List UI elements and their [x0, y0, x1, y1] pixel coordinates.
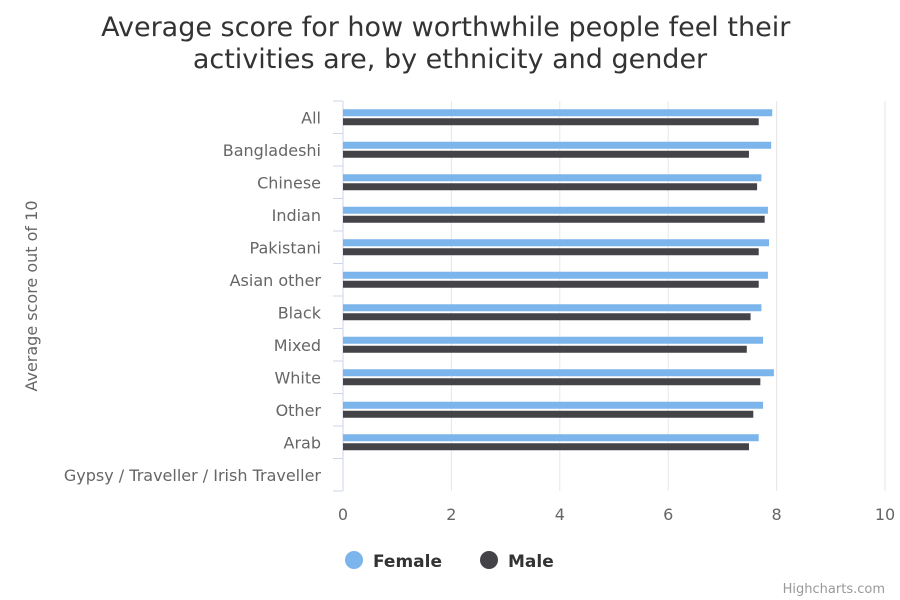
bar-female[interactable] — [343, 369, 774, 377]
bars[interactable] — [343, 109, 774, 451]
bar-female[interactable] — [343, 174, 762, 182]
category-label: Black — [278, 303, 322, 322]
category-label: White — [274, 368, 321, 387]
category-label: Indian — [272, 206, 321, 225]
bar-male[interactable] — [343, 150, 749, 158]
bar-male[interactable] — [343, 410, 754, 418]
bar-female[interactable] — [343, 271, 768, 279]
bar-male[interactable] — [343, 313, 751, 321]
bar-male[interactable] — [343, 443, 749, 451]
bar-female[interactable] — [343, 304, 762, 312]
category-label: Bangladeshi — [223, 141, 321, 160]
bar-male[interactable] — [343, 215, 765, 223]
bar-female[interactable] — [343, 206, 768, 214]
bar-male[interactable] — [343, 345, 747, 353]
legend-item-female[interactable]: Female — [345, 551, 442, 572]
legend-label-male[interactable]: Male — [508, 552, 554, 572]
legend[interactable]: Female Male — [345, 551, 554, 572]
bar-male[interactable] — [343, 183, 758, 191]
chart-title-line-2: activities are, by ethnicity and gender — [193, 44, 708, 75]
category-label: Arab — [284, 433, 321, 452]
category-label: Gypsy / Traveller / Irish Traveller — [64, 466, 322, 485]
bar-male[interactable] — [343, 378, 761, 386]
value-tick-label: 2 — [446, 505, 456, 524]
bar-female[interactable] — [343, 239, 770, 247]
credits-link[interactable]: Highcharts.com — [783, 582, 885, 597]
legend-item-male[interactable]: Male — [480, 551, 554, 572]
category-label: Mixed — [274, 336, 321, 355]
category-labels: All Bangladeshi Chinese Indian Pakistani Asia… — [64, 108, 322, 485]
bar-female[interactable] — [343, 141, 772, 149]
legend-symbol-male — [480, 551, 498, 569]
value-tick-label: 8 — [772, 505, 782, 524]
bar-male[interactable] — [343, 248, 759, 256]
category-label: Chinese — [257, 173, 321, 192]
bar-male[interactable] — [343, 118, 759, 126]
bar-female[interactable] — [343, 336, 764, 344]
legend-label-female[interactable]: Female — [373, 552, 442, 572]
gridlines — [450, 101, 886, 491]
chart-title-line-1: Average score for how worthwhile people … — [101, 12, 791, 43]
value-tick-label: 0 — [338, 505, 348, 524]
value-tick-label: 4 — [555, 505, 565, 524]
bar-male[interactable] — [343, 280, 759, 288]
value-axis-labels: 0 2 4 6 8 10 — [338, 505, 895, 524]
value-tick-label: 6 — [663, 505, 673, 524]
bar-female[interactable] — [343, 434, 759, 442]
bar-female[interactable] — [343, 109, 773, 117]
y-axis-title: Average score out of 10 — [22, 200, 41, 391]
legend-symbol-female — [345, 551, 363, 569]
category-label: Pakistani — [250, 238, 321, 257]
bar-female[interactable] — [343, 401, 764, 409]
value-tick-label: 10 — [875, 505, 895, 524]
category-axis — [333, 100, 344, 492]
category-label: All — [301, 108, 321, 127]
category-label: Other — [276, 401, 322, 420]
chart-title: Average score for how worthwhile people … — [101, 12, 799, 75]
category-label: Asian other — [230, 271, 322, 290]
